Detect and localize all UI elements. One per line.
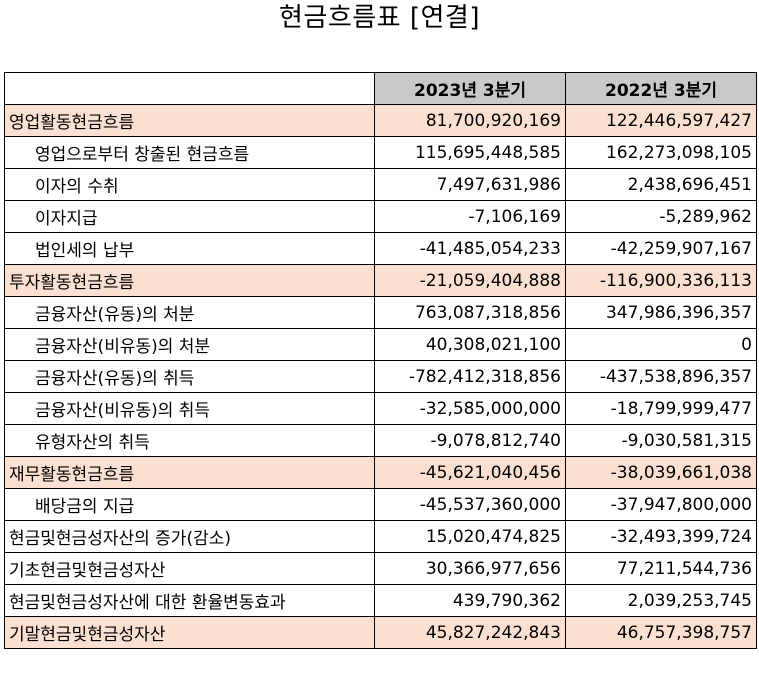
value-2023: -782,412,318,856 (374, 360, 566, 393)
row-label: 재무활동현금흐름 (4, 456, 375, 489)
table-row: 이자지급 -7,106,169 -5,289,962 (4, 200, 757, 233)
value-2023: 7,497,631,986 (374, 168, 566, 201)
value-2023: 439,790,362 (374, 584, 566, 617)
table-row: 영업으로부터 창출된 현금흐름 115,695,448,585 162,273,… (4, 136, 757, 169)
value-2023: 30,366,977,656 (374, 552, 566, 585)
value-2022: 2,438,696,451 (565, 168, 757, 201)
value-2023: 115,695,448,585 (374, 136, 566, 169)
row-label: 이자의 수취 (4, 168, 375, 201)
table-row-ending-cash: 기말현금및현금성자산 45,827,242,843 46,757,398,757 (4, 616, 757, 649)
value-2022: -38,039,661,038 (565, 456, 757, 489)
value-2022: 2,039,253,745 (565, 584, 757, 617)
value-2022: -18,799,999,477 (565, 392, 757, 425)
table-row: 기초현금및현금성자산 30,366,977,656 77,211,544,736 (4, 552, 757, 585)
table-row: 금융자산(비유동)의 처분 40,308,021,100 0 (4, 328, 757, 361)
row-label: 금융자산(유동)의 처분 (4, 296, 375, 329)
value-2022: -116,900,336,113 (565, 264, 757, 297)
table-row: 현금및현금성자산에 대한 환율변동효과 439,790,362 2,039,25… (4, 584, 757, 617)
row-label: 금융자산(유동)의 취득 (4, 360, 375, 393)
value-2023: -21,059,404,888 (374, 264, 566, 297)
table-row: 금융자산(유동)의 취득 -782,412,318,856 -437,538,8… (4, 360, 757, 393)
value-2023: -45,621,040,456 (374, 456, 566, 489)
value-2022: -37,947,800,000 (565, 488, 757, 521)
value-2023: -9,078,812,740 (374, 424, 566, 457)
row-label: 금융자산(비유동)의 취득 (4, 392, 375, 425)
value-2022: -9,030,581,315 (565, 424, 757, 457)
row-label: 투자활동현금흐름 (4, 264, 375, 297)
value-2022: -42,259,907,167 (565, 232, 757, 265)
table-row: 금융자산(유동)의 처분 763,087,318,856 347,986,396… (4, 296, 757, 329)
value-2023: 40,308,021,100 (374, 328, 566, 361)
value-2023: 81,700,920,169 (374, 104, 566, 137)
row-label: 영업활동현금흐름 (4, 104, 375, 137)
value-2023: 45,827,242,843 (374, 616, 566, 649)
value-2022: 122,446,597,427 (565, 104, 757, 137)
row-label: 기말현금및현금성자산 (4, 616, 375, 649)
value-2023: 15,020,474,825 (374, 520, 566, 553)
table-row: 현금및현금성자산의 증가(감소) 15,020,474,825 -32,493,… (4, 520, 757, 553)
header-2023-q3: 2023년 3분기 (374, 72, 566, 105)
header-blank-cell (4, 72, 375, 105)
value-2022: 77,211,544,736 (565, 552, 757, 585)
table-row: 배당금의 지급 -45,537,360,000 -37,947,800,000 (4, 488, 757, 521)
table-header-row: 2023년 3분기 2022년 3분기 (4, 72, 757, 105)
value-2022: 162,273,098,105 (565, 136, 757, 169)
table-row-financing-cash-flow: 재무활동현금흐름 -45,621,040,456 -38,039,661,038 (4, 456, 757, 489)
value-2023: -7,106,169 (374, 200, 566, 233)
value-2023: -45,537,360,000 (374, 488, 566, 521)
row-label: 현금및현금성자산에 대한 환율변동효과 (4, 584, 375, 617)
table-row: 이자의 수취 7,497,631,986 2,438,696,451 (4, 168, 757, 201)
value-2023: 763,087,318,856 (374, 296, 566, 329)
value-2023: -32,585,000,000 (374, 392, 566, 425)
value-2022: -32,493,399,724 (565, 520, 757, 553)
value-2022: -5,289,962 (565, 200, 757, 233)
row-label: 기초현금및현금성자산 (4, 552, 375, 585)
row-label: 법인세의 납부 (4, 232, 375, 265)
table-row: 금융자산(비유동)의 취득 -32,585,000,000 -18,799,99… (4, 392, 757, 425)
row-label: 영업으로부터 창출된 현금흐름 (4, 136, 375, 169)
table-row-investing-cash-flow: 투자활동현금흐름 -21,059,404,888 -116,900,336,11… (4, 264, 757, 297)
value-2022: 0 (565, 328, 757, 361)
table-row: 법인세의 납부 -41,485,054,233 -42,259,907,167 (4, 232, 757, 265)
value-2022: -437,538,896,357 (565, 360, 757, 393)
row-label: 금융자산(비유동)의 처분 (4, 328, 375, 361)
table-row: 유형자산의 취득 -9,078,812,740 -9,030,581,315 (4, 424, 757, 457)
header-2022-q3: 2022년 3분기 (565, 72, 757, 105)
row-label: 현금및현금성자산의 증가(감소) (4, 520, 375, 553)
value-2023: -41,485,054,233 (374, 232, 566, 265)
value-2022: 46,757,398,757 (565, 616, 757, 649)
value-2022: 347,986,396,357 (565, 296, 757, 329)
page-title: 현금흐름표 [연결] (279, 3, 480, 33)
cash-flow-table: 2023년 3분기 2022년 3분기 영업활동현금흐름 81,700,920,… (4, 72, 757, 649)
row-label: 유형자산의 취득 (4, 424, 375, 457)
row-label: 이자지급 (4, 200, 375, 233)
row-label: 배당금의 지급 (4, 488, 375, 521)
table-row-operating-cash-flow: 영업활동현금흐름 81,700,920,169 122,446,597,427 (4, 104, 757, 137)
